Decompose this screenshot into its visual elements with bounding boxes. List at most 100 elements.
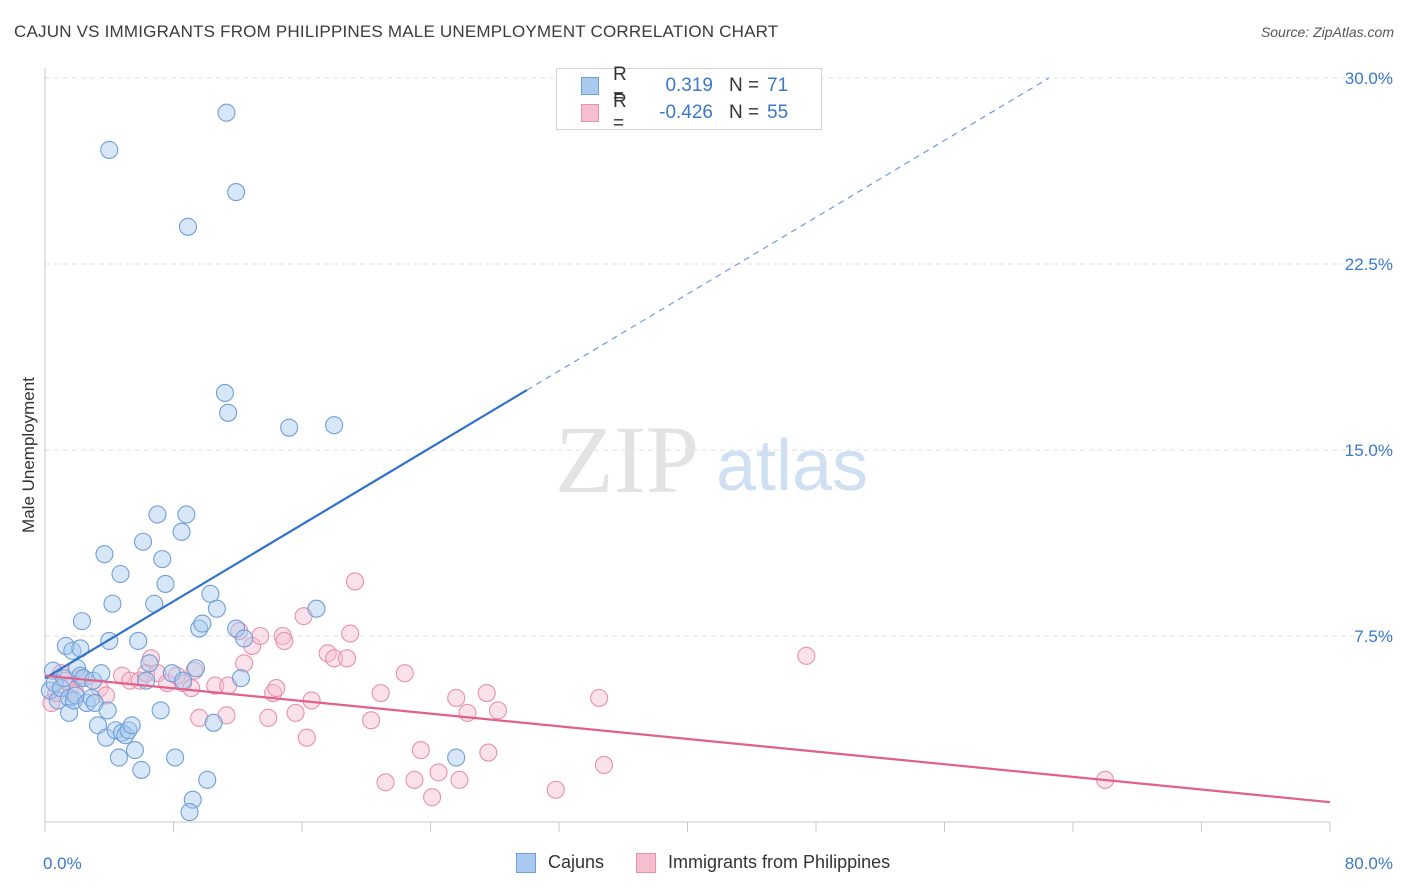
cajuns-point-48 xyxy=(172,522,191,541)
philippines-point-53 xyxy=(477,683,496,703)
cajuns-point-57 xyxy=(204,713,223,732)
cajuns-point-45 xyxy=(156,574,175,593)
cajuns-point-40 xyxy=(140,654,159,673)
trend-line-philippines xyxy=(44,674,1331,804)
x-tick-label-max: 80.0% xyxy=(1345,854,1393,873)
philippines-point-30 xyxy=(267,679,286,698)
cajuns-point-71 xyxy=(307,599,326,618)
philippines-point-39 xyxy=(337,649,357,668)
cajuns-point-15 xyxy=(72,612,91,631)
cajuns-point-32 xyxy=(116,726,135,745)
philippines-point-54 xyxy=(479,743,498,762)
philippines-point-56 xyxy=(546,780,565,799)
legend-n-value: 55 xyxy=(767,102,789,123)
legend-row-cajuns: R = 0.319 N = 71 xyxy=(581,64,789,107)
y-tick-label-0: 7.5% xyxy=(1354,627,1393,646)
cajuns-point-62 xyxy=(231,669,251,688)
philippines-point-32 xyxy=(275,631,294,651)
philippines-point-51 xyxy=(450,770,469,789)
source-label: Source: ZipAtlas.com xyxy=(1260,24,1394,40)
cajuns-point-47 xyxy=(166,748,185,767)
legend-n-value: 71 xyxy=(767,75,789,96)
cajuns-point-59 xyxy=(215,383,234,403)
philippines-point-55 xyxy=(488,701,508,720)
philippines-point-25 xyxy=(235,654,254,673)
philippines-point-41 xyxy=(345,572,365,591)
cajuns-point-66 xyxy=(227,183,246,202)
philippines-point-42 xyxy=(362,711,381,730)
philippines-point-49 xyxy=(429,763,448,782)
series-cajuns-points xyxy=(40,103,466,822)
philippines-point-40 xyxy=(341,624,360,643)
cajuns-point-42 xyxy=(148,505,167,524)
series-philippines-points xyxy=(42,572,1115,807)
philippines-point-35 xyxy=(297,728,316,747)
cajuns-point-35 xyxy=(125,741,144,760)
cajuns-point-46 xyxy=(162,664,181,683)
cajuns-point-60 xyxy=(219,403,238,422)
cajuns-point-25 xyxy=(98,701,117,720)
philippines-point-59 xyxy=(797,646,816,665)
philippines-point-46 xyxy=(405,770,424,789)
chart-title: CAJUN VS IMMIGRANTS FROM PHILIPPINES MAL… xyxy=(14,22,779,41)
cajuns-point-27 xyxy=(103,594,122,613)
legend-item-philippines[interactable]: Immigrants from Philippines xyxy=(636,852,890,873)
cajuns-point-64 xyxy=(180,803,199,822)
cajuns-point-43 xyxy=(151,701,170,720)
cajuns-point-50 xyxy=(177,505,196,524)
cajuns-point-30 xyxy=(111,564,130,584)
philippines-point-27 xyxy=(251,626,270,646)
cajuns-point-69 xyxy=(280,418,299,437)
cajuns-point-37 xyxy=(132,760,151,779)
legend-r-label: R = xyxy=(613,91,627,134)
cajuns-point-49 xyxy=(174,671,193,690)
cajuns-point-23 xyxy=(95,545,114,564)
grid-layer xyxy=(45,77,1395,637)
cajuns-point-11 xyxy=(66,686,85,705)
cajuns-point-72 xyxy=(447,748,466,767)
watermark: ZIP atlas xyxy=(555,406,868,513)
legend-n-label: N = xyxy=(729,75,760,96)
legend-swatch-cajuns xyxy=(516,852,536,873)
cajuns-point-33 xyxy=(119,721,138,740)
x-tick-label-min: 0.0% xyxy=(43,854,82,873)
y-tick-label-1: 15.0% xyxy=(1345,441,1393,460)
watermark-atlas: atlas xyxy=(716,426,868,506)
cajuns-point-29 xyxy=(109,748,128,767)
legend-row-philippines: R = -0.426 N = 55 xyxy=(581,91,789,134)
legend-r-value: -0.426 xyxy=(659,102,713,123)
legend-r-value: 0.319 xyxy=(665,75,713,96)
cajuns-point-58 xyxy=(207,599,226,618)
y-axis-label: Male Unemployment xyxy=(19,377,38,533)
legend-swatch-philippines xyxy=(581,104,599,122)
y-tick-label-2: 22.5% xyxy=(1345,255,1393,274)
philippines-point-58 xyxy=(594,755,614,775)
philippines-point-44 xyxy=(376,773,395,792)
philippines-point-38 xyxy=(325,649,344,668)
philippines-point-33 xyxy=(286,703,305,722)
watermark-zip: ZIP xyxy=(555,406,699,513)
cajuns-point-70 xyxy=(325,416,344,435)
cajuns-point-22 xyxy=(92,664,111,683)
legend-item-cajuns[interactable]: Cajuns xyxy=(516,852,604,873)
legend-label-philippines: Immigrants from Philippines xyxy=(668,852,891,872)
trend-line-cajuns-extension xyxy=(526,77,1050,391)
trend-lines xyxy=(44,77,1331,804)
series-legend: Cajuns Immigrants from Philippines xyxy=(516,852,922,873)
legend-label-cajuns: Cajuns xyxy=(548,852,605,872)
correlation-legend: R = 0.319 N = 71 R = -0.426 N = 55 xyxy=(556,64,822,134)
cajuns-point-36 xyxy=(129,631,148,651)
axis-labels: 7.5% 15.0% 22.5% 30.0% 0.0% 80.0% Male Unemplo… xyxy=(19,69,1393,873)
legend-r-label: R = xyxy=(613,64,627,107)
philippines-point-50 xyxy=(447,688,466,708)
cajuns-point-56 xyxy=(201,584,220,603)
cajuns-point-55 xyxy=(198,770,217,789)
cajuns-point-65 xyxy=(217,103,236,122)
philippines-point-48 xyxy=(423,788,442,807)
philippines-point-57 xyxy=(590,688,609,708)
legend-swatch-philippines xyxy=(636,852,657,873)
philippines-point-20 xyxy=(190,708,209,727)
cajuns-point-68 xyxy=(100,140,119,159)
legend-n-label: N = xyxy=(729,102,760,123)
